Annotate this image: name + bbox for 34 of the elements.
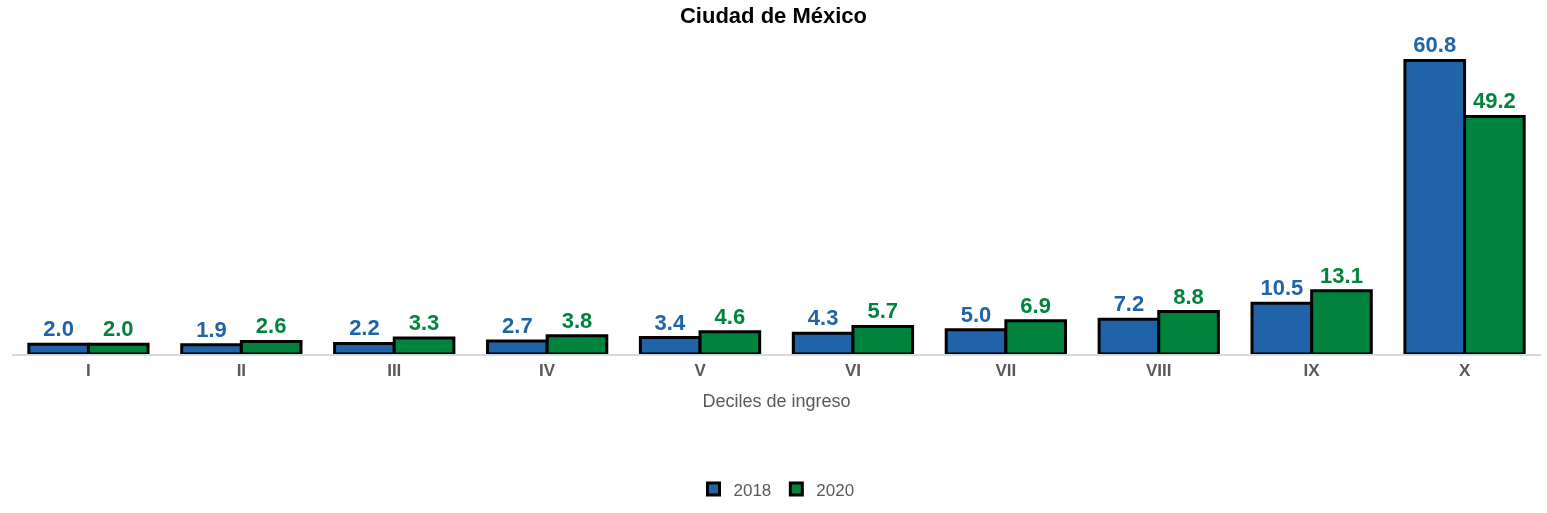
data-label: 8.8 — [1173, 283, 1204, 309]
data-label: 2.0 — [43, 316, 74, 342]
data-label: 60.8 — [1413, 32, 1457, 58]
x-tick-label: II — [236, 361, 247, 381]
data-label: 4.3 — [807, 305, 839, 331]
x-tick-label: IV — [539, 361, 556, 381]
x-tick-label: V — [694, 361, 707, 381]
data-label: 1.9 — [196, 316, 227, 342]
data-label: 10.5 — [1260, 275, 1304, 301]
data-label: 49.2 — [1472, 88, 1516, 114]
data-label: 4.6 — [714, 303, 746, 329]
x-tick-label: III — [387, 361, 402, 381]
data-label: 2.6 — [255, 313, 287, 339]
data-label: 2.0 — [102, 316, 134, 342]
chart-title: Ciudad de México — [679, 3, 868, 29]
x-tick-label: X — [1458, 361, 1471, 381]
x-tick-label: IX — [1303, 361, 1321, 381]
x-tick-label: VII — [995, 361, 1017, 381]
data-label: 7.2 — [1113, 291, 1145, 317]
data-label: 5.7 — [867, 298, 899, 324]
legend-label: 2020 — [816, 480, 855, 500]
x-axis-title: Deciles de ingreso — [702, 391, 851, 411]
x-tick-label: VIII — [1145, 361, 1172, 381]
data-label: 5.0 — [960, 301, 992, 327]
legend-label: 2018 — [733, 480, 772, 500]
data-label: 3.3 — [408, 310, 440, 336]
data-label: 3.4 — [654, 309, 686, 335]
data-label: 13.1 — [1320, 262, 1363, 288]
data-label: 2.7 — [502, 312, 533, 338]
data-label: 6.9 — [1020, 292, 1051, 318]
x-tick-label: VI — [844, 361, 861, 381]
x-tick-label: I — [86, 361, 91, 381]
data-label: 2.2 — [349, 315, 380, 341]
data-label: 3.8 — [561, 307, 593, 333]
